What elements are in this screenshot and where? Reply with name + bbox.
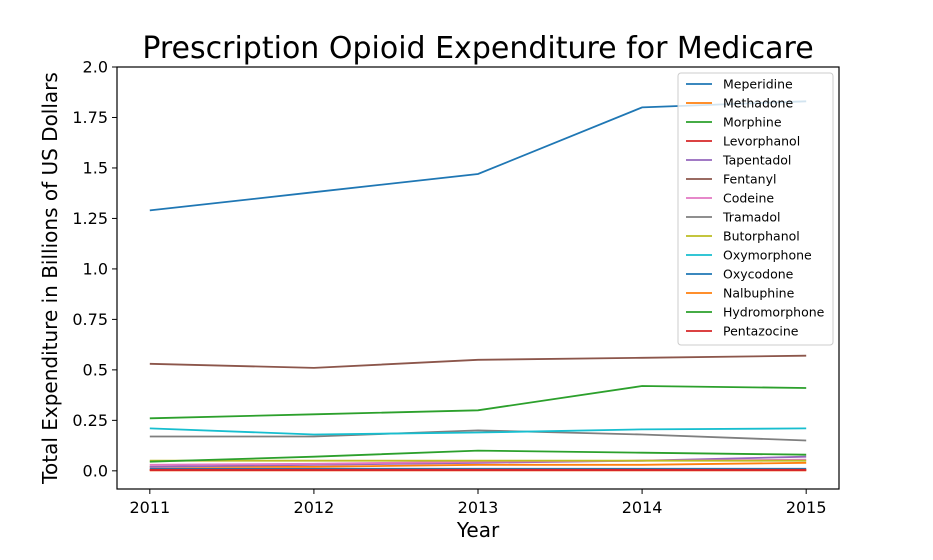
x-tick-label: 2013 (458, 498, 499, 517)
legend-label-meperidine: Meperidine (723, 77, 793, 92)
y-tick-label: 2.0 (83, 58, 108, 77)
legend-label-fentanyl: Fentanyl (723, 172, 776, 187)
series-line-methadone (149, 461, 807, 468)
legend-label-tapentadol: Tapentadol (722, 153, 791, 168)
y-tick-label: 1.5 (83, 158, 108, 177)
x-tick-label: 2011 (129, 498, 170, 517)
legend: Meperidine Methadone Morphine Levorphanol Ta… (677, 72, 834, 346)
plot-area (116, 66, 840, 490)
y-tick-label: 0.25 (72, 411, 108, 430)
y-tick-label: 1.0 (83, 259, 108, 278)
y-axis: 0.0 0.25 0.5 0.75 1.0 1.25 1.5 1.75 2.0 (72, 58, 117, 480)
series-line-oxymorphone (149, 427, 807, 436)
series-line-hydromorphone (149, 449, 807, 463)
legend-box (677, 72, 834, 346)
legend-label-tramadol: Tramadol (722, 210, 781, 225)
legend-label-nalbuphine: Nalbuphine (723, 286, 795, 301)
x-tick-label: 2014 (622, 498, 663, 517)
y-axis-label: Total Expenditure in Billions of US Doll… (38, 72, 62, 485)
y-tick-label: 0.75 (72, 310, 108, 329)
series-line-tramadol (149, 429, 807, 442)
series-line-fentanyl (149, 354, 807, 369)
x-tick-label: 2015 (786, 498, 827, 517)
y-tick-label: 0.5 (83, 360, 108, 379)
chart-title: Prescription Opioid Expenditure for Medi… (142, 31, 813, 66)
x-tick-label: 2012 (294, 498, 335, 517)
legend-label-morphine: Morphine (723, 115, 782, 130)
series-line-morphine (149, 385, 807, 420)
y-tick-label: 1.25 (72, 209, 108, 228)
legend-label-pentazocine: Pentazocine (723, 324, 799, 339)
legend-label-codeine: Codeine (723, 191, 774, 206)
y-tick-label: 1.75 (72, 108, 108, 127)
legend-items: Meperidine Methadone Morphine Levorphanol Ta… (686, 77, 825, 339)
legend-label-methadone: Methadone (723, 96, 793, 111)
x-axis: 2011 2012 2013 2014 2015 (129, 489, 827, 517)
legend-label-hydromorphone: Hydromorphone (723, 305, 825, 320)
legend-label-oxymorphone: Oxymorphone (723, 248, 812, 263)
x-axis-label: Year (456, 518, 500, 542)
series-layer (149, 100, 807, 472)
legend-label-levorphanol: Levorphanol (723, 134, 800, 149)
legend-label-oxycodone: Oxycodone (723, 267, 794, 282)
y-tick-label: 0.0 (83, 461, 108, 480)
series-line-tapentadol (149, 455, 807, 468)
legend-label-butorphanol: Butorphanol (723, 229, 800, 244)
